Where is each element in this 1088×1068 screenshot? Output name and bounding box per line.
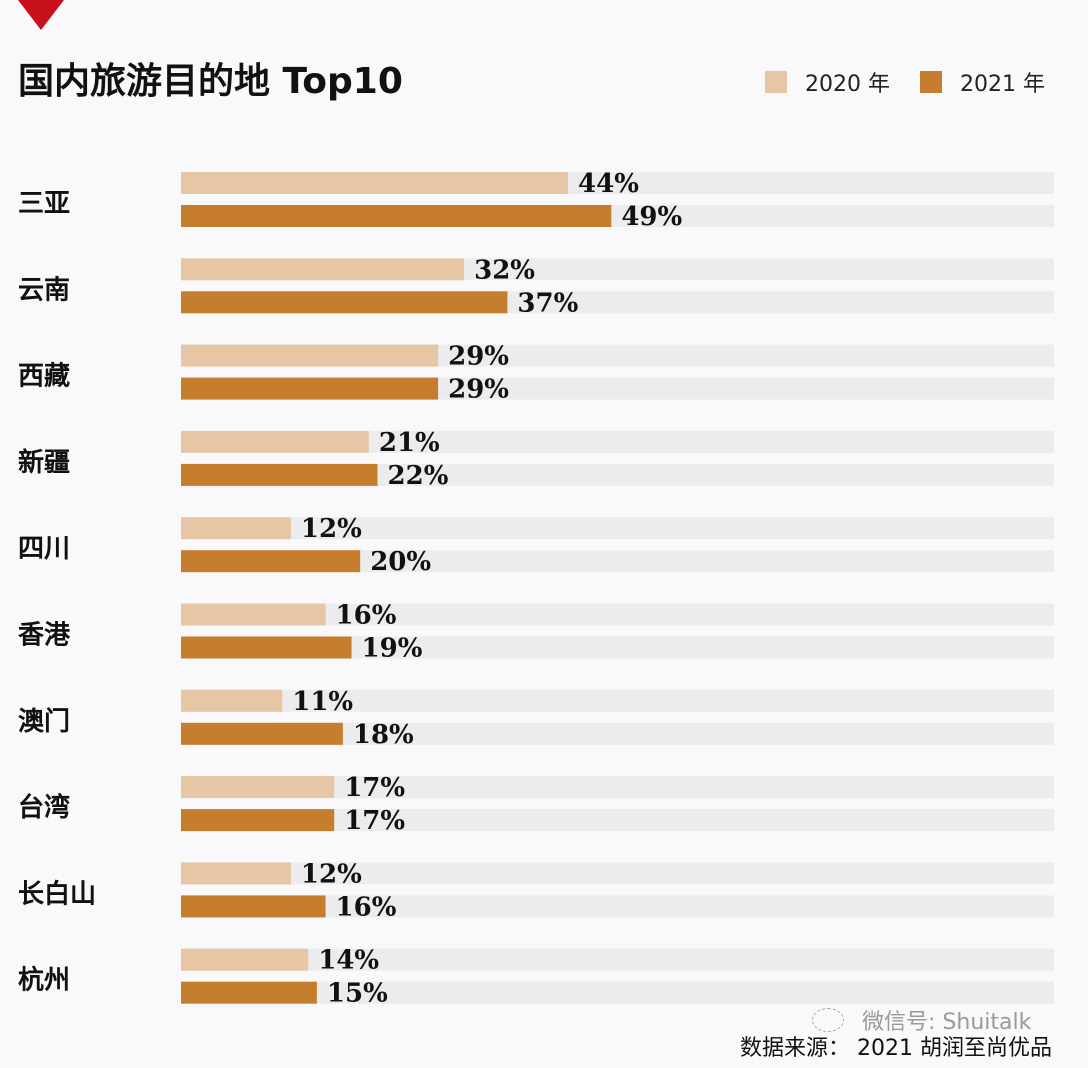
watermark: 微信号: Shuitalk (812, 1004, 1031, 1036)
legend-item-2020: 2020 年 (765, 66, 890, 98)
category-label: 香港 (18, 621, 71, 651)
bar-2020 (181, 948, 309, 971)
category-label: 云南 (18, 275, 70, 305)
data-label: 20% (370, 547, 431, 577)
bar-track (181, 603, 1054, 626)
data-label: 16% (336, 892, 397, 922)
data-label: 15% (327, 979, 388, 1009)
bar-track (181, 689, 1054, 712)
data-label: 12% (301, 514, 362, 544)
bar-2020 (181, 430, 369, 453)
legend-label-2020: 2020 年 (805, 72, 890, 97)
wechat-icon (812, 1008, 844, 1032)
category-label: 四川 (18, 534, 70, 564)
data-label: 29% (448, 342, 509, 372)
bar-2021 (181, 722, 343, 745)
data-label: 11% (292, 687, 353, 717)
bar-track (181, 722, 1054, 745)
bar-track (181, 776, 1054, 799)
data-label: 16% (336, 601, 397, 631)
bar-2021 (181, 205, 612, 227)
bar-2020 (181, 603, 326, 626)
bar-2020 (181, 172, 569, 194)
data-label: 19% (362, 634, 423, 664)
category-label: 新疆 (18, 447, 70, 478)
category-label: 长白山 (18, 878, 96, 909)
data-label: 12% (301, 859, 362, 889)
bar-2020 (181, 689, 283, 712)
data-label: 14% (318, 946, 379, 976)
bar-track (181, 636, 1054, 659)
data-label: 17% (344, 806, 405, 836)
data-label: 37% (517, 288, 578, 318)
category-label: 台湾 (18, 792, 70, 823)
bar-2020 (181, 862, 291, 885)
bar-2021 (181, 636, 352, 659)
chart-title: 国内旅游目的地 Top10 (18, 61, 403, 102)
bar-2020 (181, 517, 291, 540)
legend: 2020 年 2021 年 (765, 66, 1045, 98)
legend-label-2021: 2021 年 (959, 72, 1045, 97)
data-label: 17% (344, 773, 405, 803)
bar-2021 (181, 463, 378, 486)
category-label: 澳门 (18, 707, 70, 737)
bar-2021 (181, 291, 508, 314)
legend-swatch-2020 (765, 71, 787, 93)
bar-2021 (181, 550, 361, 573)
category-label: 西藏 (18, 362, 70, 392)
category-label: 杭州 (18, 965, 70, 996)
bar-2021 (181, 809, 335, 832)
data-label: 44% (578, 169, 639, 199)
legend-swatch-2021 (919, 71, 942, 93)
bar-track (181, 517, 1054, 540)
data-label: 32% (474, 255, 535, 285)
bar-track (181, 550, 1054, 573)
data-label: 22% (388, 461, 449, 491)
bar-track (181, 895, 1054, 918)
bar-2021 (181, 981, 317, 1004)
legend-item-2021: 2021 年 (919, 66, 1045, 98)
bar-track (181, 948, 1054, 971)
bar-track (181, 862, 1054, 885)
bar-2021 (181, 377, 439, 400)
watermark-text: 微信号: Shuitalk (862, 1010, 1032, 1035)
bar-2020 (181, 344, 439, 367)
data-label: 21% (379, 428, 440, 458)
category-label: 三亚 (18, 189, 70, 219)
bar-2021 (181, 895, 326, 918)
data-label: 29% (448, 375, 509, 405)
bar-track (181, 981, 1054, 1004)
data-label: 18% (353, 720, 414, 750)
bar-2020 (181, 258, 465, 281)
bar-track (181, 430, 1054, 453)
accent-triangle-icon (18, 0, 64, 30)
bar-track (181, 463, 1054, 486)
data-source: 数据来源： 2021 胡润至尚优品 (740, 1036, 1052, 1061)
data-label: 49% (621, 202, 682, 232)
bar-chart: 三亚 44%49% 云南 32%37% 西藏 29%29% 新疆 21%22% 四川 12% 20%… (18, 169, 1054, 1009)
bar-2020 (181, 776, 335, 799)
bar-track (181, 809, 1054, 832)
